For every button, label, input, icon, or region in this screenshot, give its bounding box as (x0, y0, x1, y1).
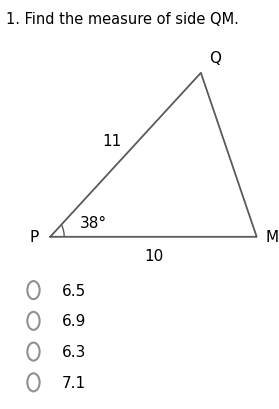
Text: P: P (30, 230, 39, 245)
Text: M: M (265, 230, 278, 245)
Text: 11: 11 (102, 134, 121, 148)
Text: 6.9: 6.9 (61, 314, 86, 328)
Text: Q: Q (209, 50, 221, 65)
Text: 6.5: 6.5 (61, 283, 86, 298)
Text: 10: 10 (144, 248, 163, 263)
Text: 7.1: 7.1 (61, 375, 85, 390)
Text: 6.3: 6.3 (61, 344, 86, 359)
Text: 38°: 38° (80, 216, 107, 230)
Text: 1. Find the measure of side QM.: 1. Find the measure of side QM. (6, 12, 239, 27)
